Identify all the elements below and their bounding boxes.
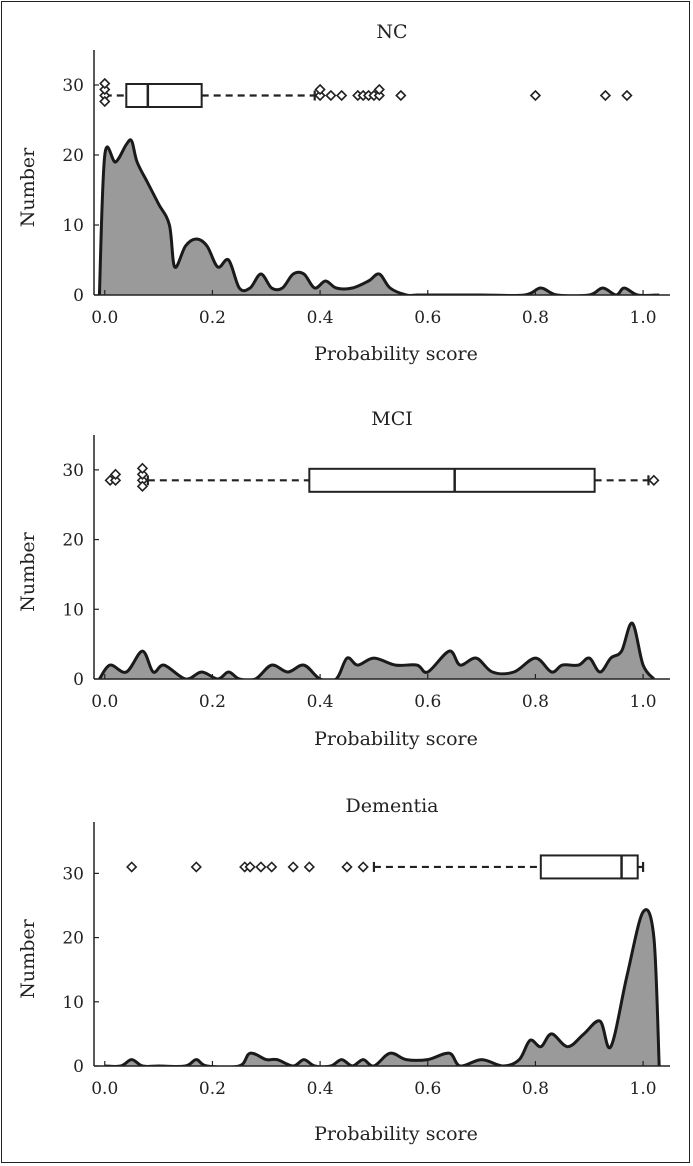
boxplot-outlier (373, 83, 385, 96)
boxplot-outlier (287, 861, 299, 873)
chart-title: Dementia (345, 795, 438, 817)
boxplot-outlier (373, 89, 385, 102)
boxplot-outlier (599, 89, 612, 102)
boxplot-outlier (314, 83, 326, 96)
boxplot-outlier (126, 861, 138, 873)
y-tick-label: 30 (62, 864, 84, 884)
y-tick-label: 0 (73, 286, 84, 306)
x-tick-label: 0.4 (307, 308, 334, 328)
x-tick-label: 0.6 (414, 308, 441, 328)
boxplot-outlier (357, 861, 369, 873)
x-axis-label: Probability score (314, 343, 478, 365)
x-tick-label: 0.8 (522, 692, 549, 712)
boxplot-outlier (190, 861, 202, 873)
boxplot-outlier (136, 462, 149, 474)
y-tick-label: 20 (62, 531, 84, 551)
density-area (99, 623, 654, 679)
boxplot-outlier (99, 77, 111, 90)
y-tick-label: 10 (62, 216, 84, 236)
boxplot-outlier (314, 89, 326, 102)
x-tick-label: 0.2 (199, 692, 226, 712)
x-axis-label: Probability score (314, 1123, 478, 1145)
boxplot-outlier (244, 861, 256, 873)
boxplot-outlier (109, 468, 122, 480)
x-tick-label: 0.0 (91, 308, 118, 328)
boxplot-outlier (255, 861, 267, 873)
boxplot-outlier (325, 89, 337, 102)
boxplot-outlier (99, 83, 111, 96)
density-area (99, 139, 660, 295)
x-tick-label: 0.6 (414, 692, 441, 712)
y-tick-label: 20 (62, 146, 84, 166)
y-tick-label: 0 (73, 1057, 84, 1077)
x-tick-label: 1.0 (630, 692, 657, 712)
y-axis-label: Number (17, 531, 39, 611)
boxplot-outlier (529, 89, 542, 102)
boxplot-box (308, 467, 596, 493)
x-tick-label: 1.0 (630, 308, 657, 328)
y-tick-label: 20 (62, 929, 84, 949)
x-tick-label: 0.4 (307, 692, 334, 712)
boxplot-outlier (109, 474, 122, 486)
x-tick-label: 0.8 (522, 1079, 549, 1099)
boxplot-outlier (303, 861, 315, 873)
density-curve (104, 908, 661, 1066)
boxplot-outlier (266, 861, 278, 873)
y-tick-label: 0 (73, 670, 84, 690)
boxplot-outlier (395, 89, 407, 102)
boxplot-outlier (99, 95, 111, 108)
y-axis-label: Number (17, 918, 39, 998)
x-tick-label: 0.0 (91, 692, 118, 712)
chart-title: NC (376, 21, 407, 43)
x-tick-label: 0.2 (199, 1079, 226, 1099)
x-tick-label: 0.6 (414, 1079, 441, 1099)
x-tick-label: 0.4 (307, 1079, 334, 1099)
x-axis-label: Probability score (314, 728, 478, 750)
density-curve (97, 138, 660, 295)
y-tick-label: 30 (62, 461, 84, 481)
chart-title: MCI (371, 408, 413, 430)
y-tick-label: 30 (62, 76, 84, 96)
y-axis-label: Number (17, 147, 39, 227)
x-tick-label: 0.0 (91, 1079, 118, 1099)
boxplot-outlier (335, 89, 348, 102)
boxplot-box (539, 854, 639, 880)
x-tick-label: 1.0 (630, 1079, 657, 1099)
boxplot-outlier (341, 861, 353, 873)
boxplot-outlier (621, 89, 633, 102)
x-tick-label: 0.8 (522, 308, 549, 328)
boxplot-box (125, 83, 203, 108)
y-tick-label: 10 (62, 993, 84, 1013)
density-area (104, 909, 660, 1066)
boxplot-outlier (136, 480, 149, 492)
boxplot-outlier (648, 474, 660, 486)
y-tick-label: 10 (62, 600, 84, 620)
boxplot-outlier (136, 468, 149, 480)
x-tick-label: 0.2 (199, 308, 226, 328)
density-curve (98, 621, 656, 679)
